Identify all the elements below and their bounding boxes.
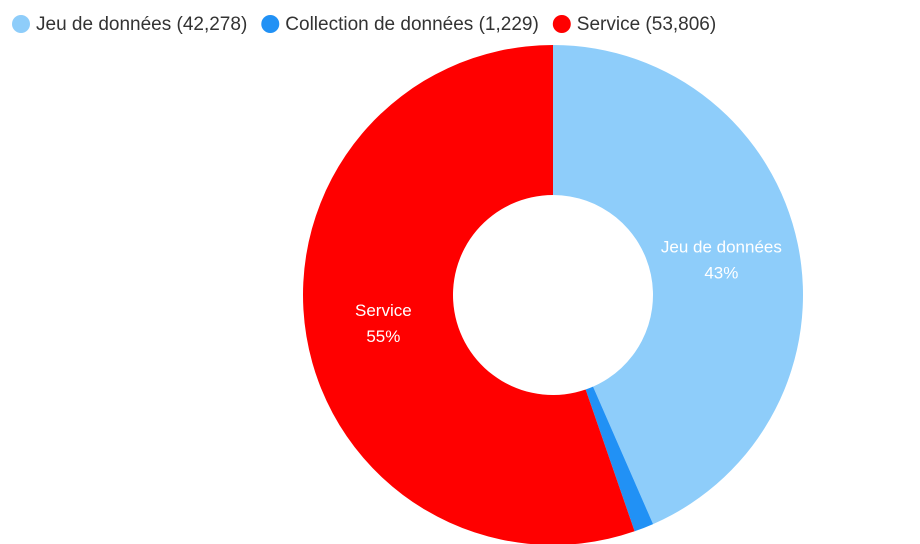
slice-percent: 43% [704, 263, 738, 282]
slice-label: Service [355, 301, 412, 320]
donut-slice [303, 45, 635, 544]
donut-slice [553, 45, 804, 525]
legend-label: Collection de données (1,229) [285, 14, 539, 35]
donut-slice [585, 386, 654, 532]
legend-label: Jeu de données (42,278) [36, 14, 247, 35]
legend-label: Service (53,806) [577, 14, 716, 35]
legend-marker [261, 15, 280, 33]
legend-marker [12, 15, 30, 33]
slice-percent: 55% [366, 327, 400, 346]
legend-marker [552, 15, 571, 33]
slice-label: Jeu de données [661, 237, 782, 256]
